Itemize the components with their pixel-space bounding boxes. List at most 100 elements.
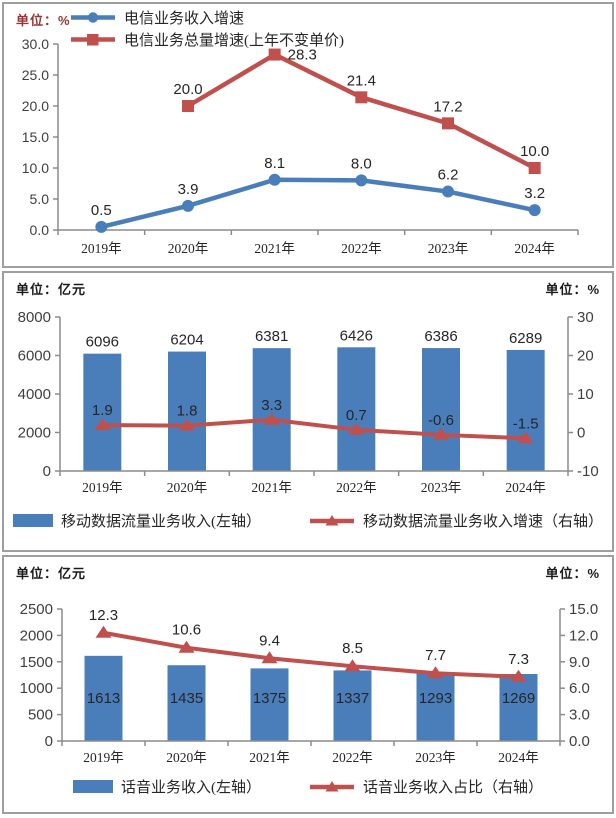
legend-item-revenue-growth: 电信业务收入增速: [70, 7, 344, 28]
triangle-marker-icon: [344, 659, 361, 672]
y2-axis-tick-label: -10: [577, 463, 599, 480]
triangle-marker-icon: [263, 412, 280, 425]
legend-item-volume-growth: 电信业务总量增速(上年不变单价): [70, 29, 344, 50]
bar: [250, 668, 289, 741]
bar: [83, 353, 122, 471]
unit-label-percent: 单位：%: [545, 282, 600, 297]
legend-label: 话音业务收入(左轴）: [120, 780, 261, 796]
legend-bar-swatch-icon: [72, 780, 113, 793]
bar: [422, 348, 460, 471]
legend-item-data-growth: 移动数据流量业务收入增速（右轴）: [309, 510, 603, 531]
bars-group: 6096 6204 6381 6426 6386 6289: [83, 327, 545, 471]
unit-label-percent: 单位：%: [545, 566, 600, 581]
bar-value-label: 6426: [340, 327, 373, 344]
legend-telecom-growth: 电信业务收入增速 电信业务总量增速(上年不变单价): [70, 7, 344, 50]
line-value-label: 1.9: [92, 402, 113, 419]
y-axis-tick-label: 6000: [18, 348, 51, 365]
x-axis-category-label: 2019年: [83, 750, 124, 765]
legend-label: 话音业务收入占比（右轴）: [362, 780, 543, 796]
x-axis-category-label: 2023年: [428, 241, 469, 256]
bar-value-label: 6204: [170, 332, 203, 349]
bar: [84, 655, 123, 741]
bars-group: 1613 1435 1375 1337 1293 1269: [84, 655, 538, 741]
bar: [333, 670, 372, 741]
x-axis-category-label: 2024年: [498, 750, 539, 765]
line-path: [100, 177, 536, 230]
x-axis-category-label: 2022年: [336, 480, 377, 495]
line-value-label: 28.3: [288, 47, 317, 64]
y2-axis-tick-label: 12.0: [569, 627, 598, 644]
telecom-growth-chart-canvas: 0.0 5.0 10.0 15.0 20.0 25.0 30.0 2019年 2020年 2021…: [22, 36, 579, 256]
y-axis-tick-label: 1000: [20, 680, 53, 697]
legend-label: 电信业务总量增速(上年不变单价): [124, 33, 344, 49]
line-value-label: 10.6: [172, 622, 201, 639]
panel-mobile-data-revenue: 单位：亿元 单位：% 6096 6204 6381 6426 6386 6289 0 2000…: [2, 271, 614, 552]
y2-axis-tick-label: 30: [577, 309, 594, 326]
x-axis-category-label: 2023年: [415, 750, 456, 765]
bar-value-label: 1375: [253, 690, 286, 707]
triangle-marker-icon: [427, 666, 444, 679]
circle-marker-icon: [95, 220, 108, 233]
x-axis-category-label: 2024年: [514, 241, 555, 256]
legend-label: 移动数据流量业务收入(左轴）: [60, 514, 261, 530]
circle-marker-icon: [442, 185, 454, 198]
x-axis-category-label: 2021年: [251, 480, 292, 495]
line-path: [103, 630, 519, 679]
line-value-label: 3.2: [524, 185, 545, 202]
legend-item-voice-share: 话音业务收入占比（右轴）: [309, 776, 543, 797]
legend-line-circle-icon: [71, 12, 115, 23]
y-axis-tick-label: 4000: [18, 386, 51, 403]
x-axis-category-label: 2022年: [341, 241, 382, 256]
legend-mobile-data: 移动数据流量业务收入(左轴） 移动数据流量业务收入增速（右轴）: [4, 510, 612, 531]
legend-line-triangle-icon: [309, 515, 354, 526]
y-axis-tick-label: 30.0: [22, 36, 49, 52]
panel-voice-revenue: 单位：亿元 单位：% 1613 1435 1375 1337 1293 1269 0 500 1…: [2, 555, 614, 814]
y-axis-tick-label: 0: [45, 733, 53, 750]
legend-label: 电信业务收入增速: [124, 11, 245, 27]
triangle-marker-icon: [433, 427, 449, 440]
bar-value-label: 6386: [424, 328, 457, 345]
x-axis-category-label: 2020年: [167, 480, 208, 495]
y-axis-tick-label: 2500: [20, 601, 53, 618]
line-value-label: 12.3: [89, 607, 118, 624]
line-path: [102, 417, 526, 441]
bar: [337, 347, 376, 471]
y-axis-tick-label: 20.0: [22, 98, 49, 114]
y2-axis-tick-label: 3.0: [569, 707, 590, 724]
y2-axis-tick-label: 10: [577, 386, 594, 403]
bar: [416, 672, 455, 741]
y-axis-tick-label: 8000: [18, 309, 51, 326]
y2-axis-tick-label: 15.0: [569, 601, 598, 618]
line-value-label: 7.7: [425, 647, 446, 664]
bar-value-label: 6096: [86, 334, 119, 351]
x-axis-category-label: 2023年: [421, 480, 462, 495]
line-series-group: 0.5 3.9 8.1 8.0 6.2 3.2: [91, 155, 545, 233]
bar: [167, 665, 206, 741]
bar-value-label: 1613: [87, 690, 120, 707]
legend-line-triangle-icon: [309, 781, 354, 792]
line-series-group: 20.0 28.3 21.4 17.2 10.0: [173, 47, 549, 174]
legend-bar-swatch-icon: [12, 514, 53, 527]
x-axis-category-label: 2020年: [168, 241, 209, 256]
y-axis-tick-label: 5.0: [30, 191, 50, 207]
line-value-label: 10.0: [520, 143, 549, 160]
y2-axis-tick-label: 0.0: [569, 733, 590, 750]
line-value-label: 3.3: [261, 397, 282, 414]
line-value-label: 0.5: [91, 202, 112, 219]
square-marker-icon: [355, 91, 368, 104]
bar-value-label: 1293: [419, 690, 452, 707]
mobile-data-chart-canvas: 6096 6204 6381 6426 6386 6289 0 2000 4000 6000 800…: [18, 309, 599, 495]
y-axis-tick-label: 500: [28, 707, 53, 724]
line-value-label: 17.2: [433, 98, 462, 115]
x-axis-category-label: 2019年: [82, 480, 123, 495]
unit-label-yuan: 单位：亿元: [16, 566, 87, 581]
x-axis-category-label: 2021年: [249, 750, 290, 765]
square-marker-icon: [442, 117, 454, 130]
y-axis-tick-label: 25.0: [22, 67, 49, 83]
bar-value-label: 6289: [509, 330, 542, 347]
line-series-group: 1.9 1.8 3.3 0.7 -0.6 -1.5: [92, 397, 539, 444]
line-value-label: 1.8: [177, 403, 198, 420]
circle-marker-icon: [355, 174, 368, 187]
line-value-label: 3.9: [178, 181, 199, 198]
triangle-marker-icon: [94, 418, 111, 431]
